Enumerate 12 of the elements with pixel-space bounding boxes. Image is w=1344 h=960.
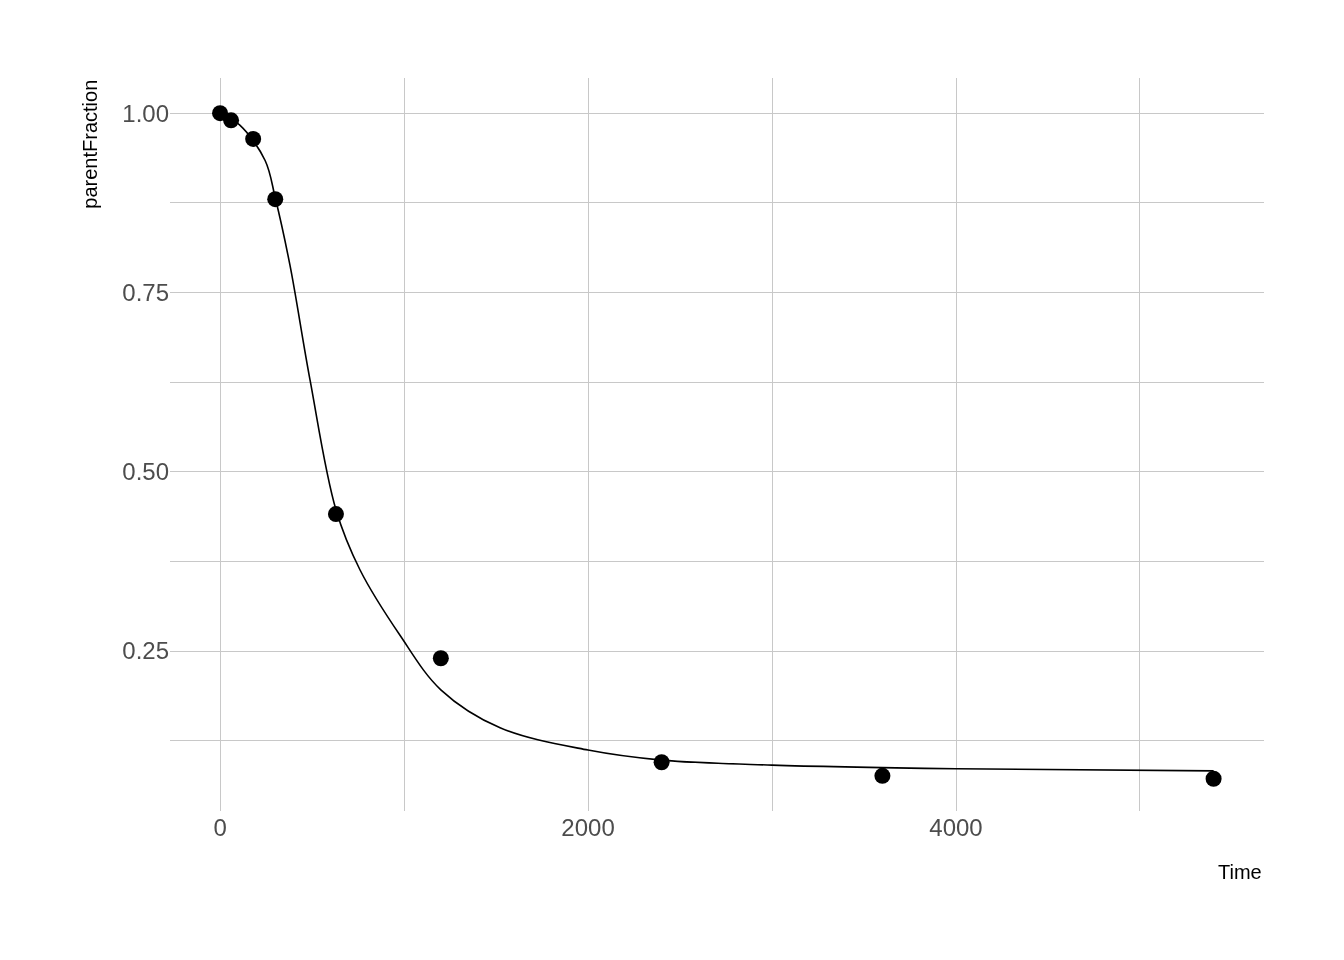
- y-tick-label: 0.50: [122, 458, 169, 486]
- x-tick-label: 2000: [561, 814, 615, 841]
- point: [432, 650, 449, 667]
- y-axis-title: parentFraction: [78, 79, 101, 209]
- point: [1205, 770, 1222, 787]
- y-tick-label: 0.25: [122, 637, 169, 665]
- point: [874, 767, 891, 784]
- x-tick-label: 0: [213, 814, 227, 841]
- y-tick-label: 1.00: [122, 99, 169, 127]
- x-tick-label: 4000: [929, 814, 983, 841]
- y-tick-label: 0.75: [122, 278, 169, 306]
- x-axis-title: Time: [1218, 861, 1262, 883]
